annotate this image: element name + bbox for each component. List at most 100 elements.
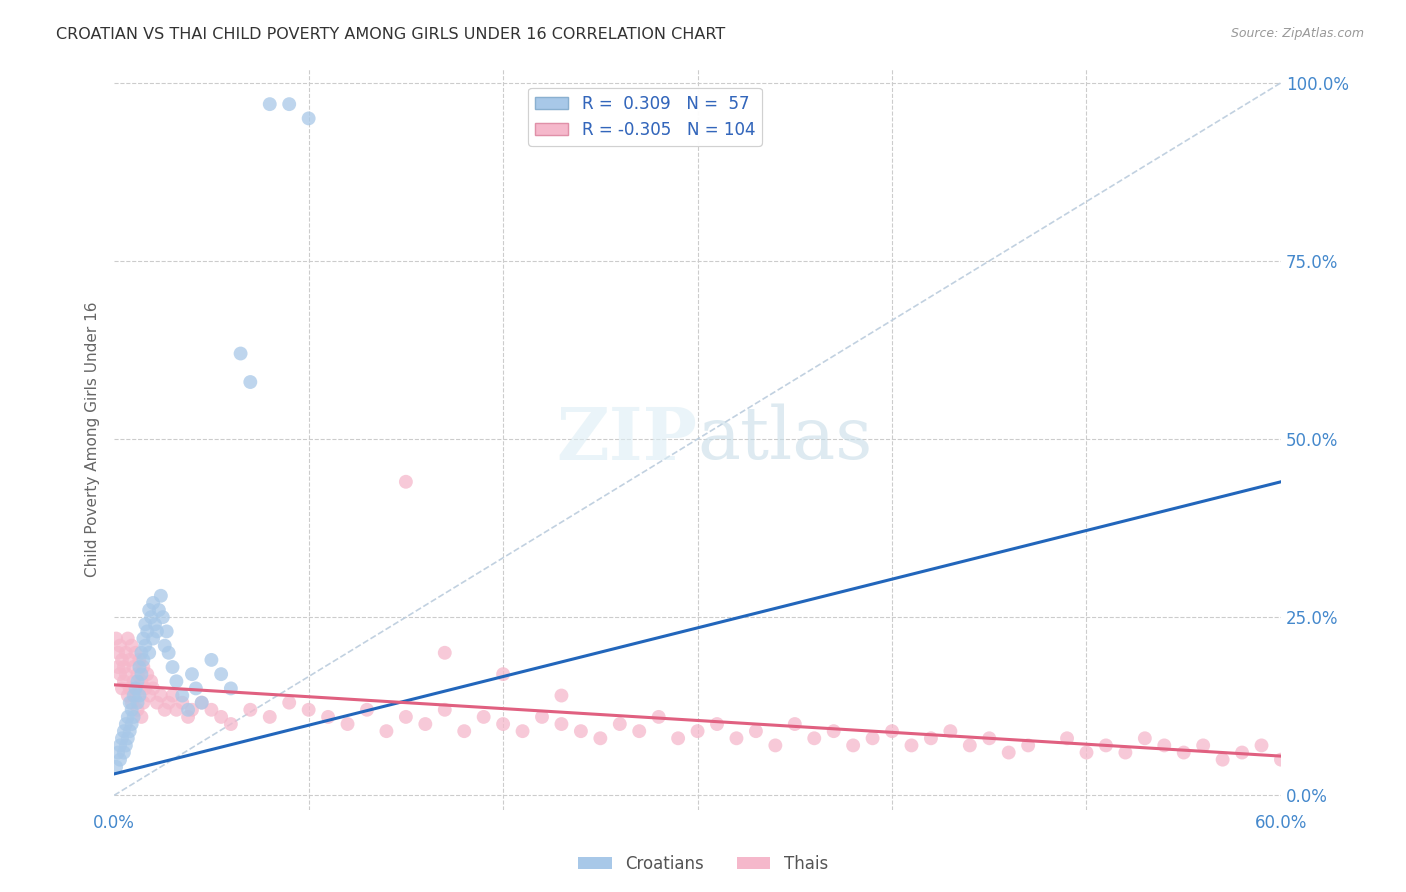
- Point: [136, 667, 159, 681]
- Point: [115, 717, 138, 731]
- Point: [1192, 739, 1215, 753]
- Point: [1153, 739, 1175, 753]
- Point: [134, 639, 156, 653]
- Point: [148, 603, 170, 617]
- Point: [127, 696, 149, 710]
- Point: [128, 681, 150, 696]
- Point: [939, 724, 962, 739]
- Point: [550, 689, 572, 703]
- Point: [1230, 746, 1253, 760]
- Point: [118, 696, 141, 710]
- Point: [165, 674, 187, 689]
- Point: [181, 703, 204, 717]
- Point: [190, 696, 212, 710]
- Point: [375, 724, 398, 739]
- Point: [118, 653, 141, 667]
- Point: [395, 475, 418, 489]
- Point: [146, 624, 169, 639]
- Legend: Croatians, Thais: Croatians, Thais: [571, 848, 835, 880]
- Point: [107, 660, 129, 674]
- Point: [706, 717, 728, 731]
- Point: [1056, 731, 1078, 746]
- Point: [278, 696, 301, 710]
- Point: [1076, 746, 1098, 760]
- Point: [111, 681, 134, 696]
- Point: [127, 674, 149, 689]
- Point: [1212, 753, 1234, 767]
- Point: [124, 689, 146, 703]
- Point: [112, 674, 135, 689]
- Point: [184, 681, 207, 696]
- Point: [181, 667, 204, 681]
- Point: [162, 689, 184, 703]
- Point: [121, 717, 143, 731]
- Point: [156, 624, 179, 639]
- Point: [108, 667, 131, 681]
- Point: [124, 646, 146, 660]
- Point: [628, 724, 651, 739]
- Point: [112, 660, 135, 674]
- Point: [1250, 739, 1272, 753]
- Point: [492, 717, 515, 731]
- Point: [763, 739, 786, 753]
- Point: [880, 724, 903, 739]
- Point: [172, 689, 194, 703]
- Point: [152, 610, 174, 624]
- Point: [139, 674, 162, 689]
- Point: [298, 703, 321, 717]
- Point: [157, 646, 180, 660]
- Point: [115, 739, 138, 753]
- Point: [900, 739, 922, 753]
- Point: [356, 703, 378, 717]
- Point: [105, 760, 128, 774]
- Point: [647, 710, 669, 724]
- Point: [472, 710, 495, 724]
- Point: [115, 667, 138, 681]
- Point: [131, 710, 153, 724]
- Point: [128, 689, 150, 703]
- Point: [121, 696, 143, 710]
- Point: [433, 703, 456, 717]
- Point: [122, 689, 145, 703]
- Point: [122, 660, 145, 674]
- Point: [132, 632, 155, 646]
- Text: atlas: atlas: [697, 404, 873, 475]
- Point: [492, 667, 515, 681]
- Point: [118, 724, 141, 739]
- Point: [209, 710, 232, 724]
- Point: [172, 696, 194, 710]
- Point: [142, 596, 165, 610]
- Point: [415, 717, 437, 731]
- Point: [239, 703, 262, 717]
- Point: [118, 681, 141, 696]
- Point: [783, 717, 806, 731]
- Point: [979, 731, 1001, 746]
- Point: [219, 681, 242, 696]
- Point: [453, 724, 475, 739]
- Point: [1133, 731, 1156, 746]
- Point: [132, 660, 155, 674]
- Point: [122, 710, 145, 724]
- Point: [1017, 739, 1039, 753]
- Point: [138, 646, 160, 660]
- Point: [131, 667, 153, 681]
- Point: [122, 674, 145, 689]
- Point: [108, 639, 131, 653]
- Point: [336, 717, 359, 731]
- Point: [190, 696, 212, 710]
- Point: [1095, 739, 1118, 753]
- Point: [259, 710, 281, 724]
- Point: [121, 703, 143, 717]
- Point: [1114, 746, 1136, 760]
- Point: [259, 97, 281, 112]
- Point: [127, 667, 149, 681]
- Point: [134, 681, 156, 696]
- Point: [112, 746, 135, 760]
- Point: [803, 731, 825, 746]
- Point: [177, 710, 200, 724]
- Point: [842, 739, 865, 753]
- Point: [111, 731, 134, 746]
- Point: [153, 703, 176, 717]
- Point: [165, 703, 187, 717]
- Point: [550, 717, 572, 731]
